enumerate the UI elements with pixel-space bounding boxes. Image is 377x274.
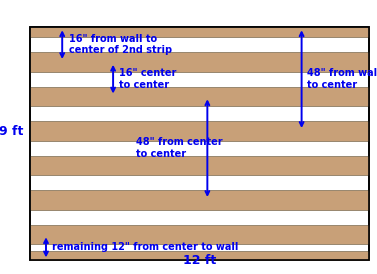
Text: 9 ft: 9 ft — [0, 125, 23, 138]
FancyBboxPatch shape — [30, 27, 369, 260]
Text: 16" center
to center: 16" center to center — [119, 68, 176, 90]
Bar — [30, 156, 369, 175]
Bar — [30, 250, 369, 260]
Bar — [30, 27, 369, 37]
Text: remaining 12" from center to wall: remaining 12" from center to wall — [52, 242, 238, 252]
Bar — [30, 52, 369, 72]
Text: 48" from wall
to center: 48" from wall to center — [307, 68, 377, 90]
Text: 12 ft: 12 ft — [183, 254, 216, 267]
Bar — [30, 190, 369, 210]
Bar — [30, 27, 369, 260]
Bar — [30, 225, 369, 244]
Text: 48" from center
to center: 48" from center to center — [136, 137, 222, 159]
Text: 16" from wall to
center of 2nd strip: 16" from wall to center of 2nd strip — [69, 34, 172, 55]
Bar — [30, 87, 369, 106]
Bar — [30, 121, 369, 141]
